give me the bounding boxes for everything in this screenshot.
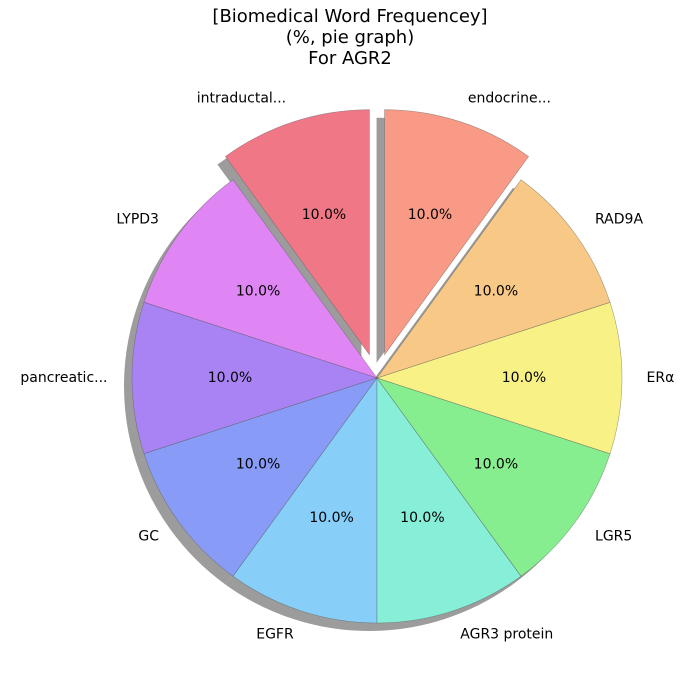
slice-category-label: ERα <box>647 370 675 386</box>
slice-percent-label: 10.0% <box>236 456 280 472</box>
pie-slice <box>143 377 378 577</box>
pie-slice <box>376 301 623 455</box>
slice-percent-label: 10.0% <box>236 284 280 300</box>
slice-percent-label: 10.0% <box>474 456 518 472</box>
slice-category-label: LGR5 <box>595 528 632 544</box>
pie-slice <box>376 377 611 577</box>
slice-category-label: intraductal... <box>197 90 286 106</box>
pie-slice <box>232 377 378 624</box>
pie-slice <box>143 179 378 379</box>
slice-percent-label: 10.0% <box>309 510 353 526</box>
pie-slice <box>131 301 378 455</box>
pie-slice <box>384 109 529 356</box>
slice-percent-label: 10.0% <box>408 207 452 223</box>
pie-slice <box>376 179 611 379</box>
slice-category-label: RAD9A <box>595 212 643 228</box>
slice-category-label: LYPD3 <box>116 212 159 228</box>
slice-percent-label: 10.0% <box>400 510 444 526</box>
chart-title-line-3: For AGR2 <box>308 48 392 69</box>
slice-percent-label: 10.0% <box>208 370 252 386</box>
slice-category-label: EGFR <box>256 626 294 642</box>
chart-title-line-2: (%, pie graph) <box>285 27 415 48</box>
slice-category-label: GC <box>138 528 159 544</box>
chart-title-line-1: [Biomedical Word Frequencey] <box>212 6 488 27</box>
pie-slice <box>225 109 370 356</box>
chart-title: [Biomedical Word Frequencey] (%, pie gra… <box>0 6 700 69</box>
slice-percent-label: 10.0% <box>474 284 518 300</box>
slice-percent-label: 10.0% <box>502 370 546 386</box>
slice-category-label: endocrine... <box>468 90 551 106</box>
slice-percent-label: 10.0% <box>302 207 346 223</box>
slice-category-label: pancreatic... <box>20 370 107 386</box>
slice-category-label: AGR3 protein <box>460 626 553 642</box>
pie-slice <box>376 377 522 624</box>
